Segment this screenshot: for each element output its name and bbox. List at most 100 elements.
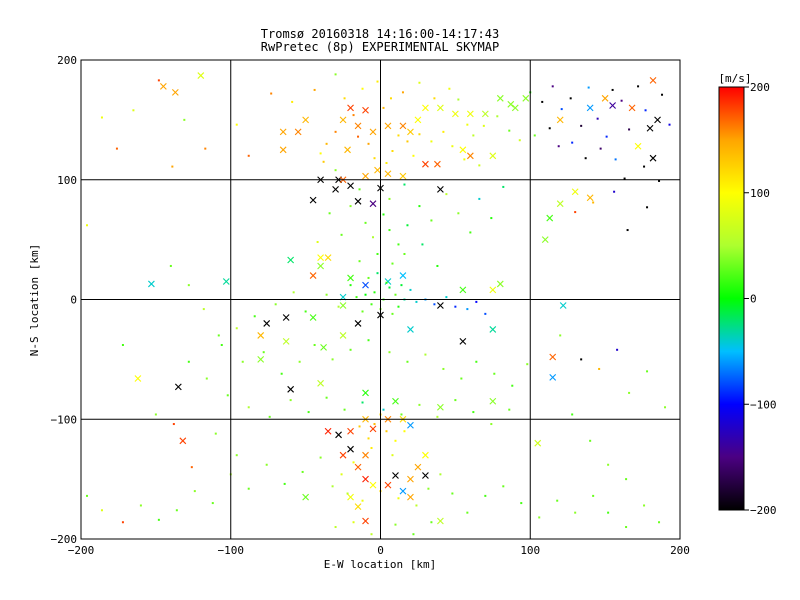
cross-mark: [171, 88, 179, 96]
cross-mark: [354, 503, 362, 511]
dot-mark: [541, 100, 544, 103]
dot-mark: [331, 358, 334, 361]
dot-mark: [451, 492, 454, 495]
dot-mark: [322, 160, 325, 163]
dot-mark: [349, 284, 352, 287]
dot-mark: [346, 492, 349, 495]
dot-mark: [100, 509, 103, 512]
dot-mark: [316, 241, 319, 244]
cross-mark: [556, 200, 564, 208]
dot-mark: [466, 308, 469, 311]
cross-mark: [459, 146, 467, 154]
dot-mark: [280, 372, 283, 375]
cross-mark: [459, 286, 467, 294]
dot-mark: [319, 456, 322, 459]
dot-mark: [571, 413, 574, 416]
dot-mark: [187, 360, 190, 363]
dot-mark: [202, 308, 205, 311]
dot-mark: [355, 296, 358, 299]
dot-mark: [406, 360, 409, 363]
cross-mark: [556, 116, 564, 124]
dot-mark: [533, 134, 536, 137]
dot-mark: [605, 135, 608, 138]
cross-mark: [354, 463, 362, 471]
dot-mark: [574, 211, 577, 214]
dot-mark: [616, 348, 619, 351]
dot-mark: [448, 87, 451, 90]
dot-mark: [490, 423, 493, 426]
dot-mark: [613, 190, 616, 193]
dot-mark: [391, 454, 394, 457]
cross-mark: [354, 197, 362, 205]
dot-mark: [436, 415, 439, 418]
dot-mark: [400, 413, 403, 416]
dot-mark: [397, 134, 400, 137]
cross-mark: [179, 437, 187, 445]
cross-mark: [324, 254, 332, 261]
cross-mark: [459, 338, 467, 345]
dot-mark: [364, 293, 367, 296]
dot-mark: [646, 206, 649, 209]
dot-mark: [376, 252, 379, 255]
dot-mark: [235, 327, 238, 330]
dot-mark: [385, 430, 388, 433]
dot-mark: [382, 408, 385, 411]
colorbar-tick-label: −200: [750, 504, 777, 517]
dot-mark: [349, 205, 352, 208]
dot-mark: [457, 98, 460, 101]
cross-mark: [489, 152, 497, 160]
dot-mark: [391, 312, 394, 315]
cross-mark: [407, 326, 414, 333]
cross-mark: [302, 116, 310, 124]
cross-mark: [422, 472, 429, 479]
cross-mark: [534, 439, 542, 447]
x-tick-label: 100: [520, 544, 540, 557]
dot-mark: [493, 372, 496, 375]
x-axis-label: E-W location [km]: [324, 558, 437, 571]
dot-mark: [433, 97, 436, 100]
dot-mark: [183, 118, 186, 121]
cross-mark: [437, 185, 444, 193]
dot-mark: [538, 516, 541, 519]
cross-mark: [347, 274, 354, 282]
dot-mark: [412, 154, 415, 157]
cross-mark: [384, 481, 392, 489]
dot-mark: [460, 377, 463, 380]
dot-mark: [391, 150, 394, 153]
x-tick-labels: −200 −100 0 100 200: [68, 544, 690, 557]
cross-mark: [347, 445, 354, 453]
cross-mark: [489, 326, 497, 333]
dot-mark: [415, 300, 418, 303]
dot-mark: [442, 130, 445, 133]
cross-mark: [317, 254, 324, 261]
cross-mark: [362, 475, 369, 483]
cross-mark: [174, 383, 182, 391]
cross-mark: [384, 170, 392, 178]
dot-mark: [560, 108, 563, 111]
cross-mark: [369, 128, 377, 136]
dot-mark: [389, 97, 392, 100]
cross-mark: [422, 160, 429, 168]
y-axis-label: N-S location [km]: [28, 244, 41, 357]
cross-mark: [339, 116, 347, 124]
dot-mark: [427, 487, 430, 490]
dot-mark: [625, 478, 628, 481]
dot-mark: [625, 526, 628, 529]
dot-mark: [430, 219, 433, 222]
cross-mark: [332, 185, 339, 193]
dot-mark: [358, 425, 361, 428]
dot-mark: [382, 106, 385, 109]
dot-mark: [100, 116, 103, 119]
dot-mark: [361, 499, 364, 502]
dot-mark: [370, 446, 373, 449]
dot-mark: [385, 281, 388, 284]
dot-mark: [442, 367, 445, 370]
dot-mark: [400, 284, 403, 287]
dot-mark: [451, 145, 454, 148]
cross-mark: [362, 172, 369, 180]
dot-mark: [352, 114, 355, 117]
dot-mark: [418, 205, 421, 208]
dot-mark: [614, 158, 617, 161]
cross-mark: [369, 425, 377, 433]
cross-mark: [628, 104, 636, 112]
